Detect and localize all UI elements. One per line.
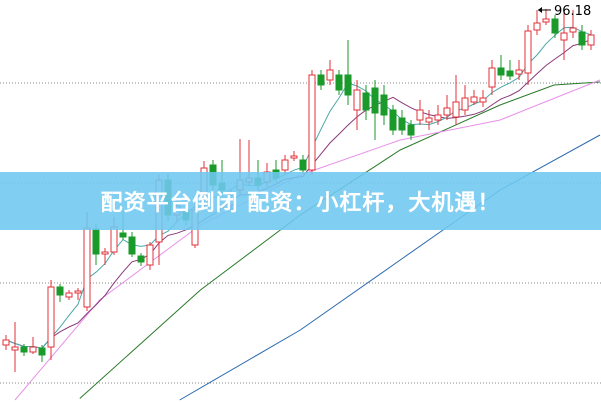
candle-down [317, 74, 325, 86]
max-price-label: 96.18 [554, 4, 591, 19]
candle-up [542, 18, 550, 23]
candle-down [362, 92, 370, 111]
candle-up [416, 109, 424, 121]
candle-down [38, 347, 46, 356]
candle-up [65, 292, 73, 298]
ma-green-line [79, 81, 601, 399]
candle-up [533, 22, 541, 31]
arrow-left-icon [538, 7, 542, 13]
ma-blue-line [179, 134, 601, 401]
candle-up [434, 114, 442, 121]
candle-up [569, 27, 577, 33]
candle-up [443, 107, 451, 116]
candle-up [101, 251, 109, 255]
candle-up [560, 32, 568, 41]
candle-up [470, 96, 478, 103]
candle-down [335, 74, 343, 91]
candle-down [137, 255, 145, 263]
candle-up [281, 159, 289, 171]
banner-text: 配资平台倒闭 配资：小杠杆，大机遇！ [100, 191, 501, 216]
candle-down [20, 346, 28, 353]
candle-up [308, 74, 316, 171]
candle-down [344, 74, 352, 96]
ma-pink-line [14, 79, 601, 401]
candle-up [290, 155, 298, 159]
candle-up [47, 286, 55, 348]
title-banner: 配资平台倒闭 配资：小杠杆，大机遇！ [0, 172, 601, 230]
candle-down [380, 94, 388, 116]
candle-down [578, 31, 586, 46]
candle-down [398, 117, 406, 131]
candle-up [488, 67, 496, 88]
candle-up [587, 34, 595, 46]
candle-up [452, 101, 460, 118]
candle-down [119, 232, 127, 238]
candle-up [353, 89, 361, 111]
candle-up [11, 346, 19, 351]
ma5-line [5, 26, 592, 349]
candle-up [29, 346, 37, 353]
candle-up [515, 69, 523, 75]
candle-up [461, 97, 469, 111]
candle-down [371, 87, 379, 114]
candle-down [92, 228, 100, 255]
candle-down [389, 109, 397, 131]
candle-down [506, 70, 514, 77]
candle-up [74, 290, 82, 294]
candle-up [146, 244, 154, 266]
candle-up [110, 226, 118, 253]
candle-down [551, 18, 559, 34]
candle-up [524, 30, 532, 74]
candle-down [407, 124, 415, 136]
candle-up [425, 117, 433, 123]
candle-down [128, 236, 136, 255]
candle-up [326, 69, 334, 81]
candle-up [479, 97, 487, 103]
candle-down [497, 67, 505, 76]
candle-up [2, 339, 10, 346]
candle-down [299, 159, 307, 171]
candle-up [83, 227, 91, 308]
candle-down [56, 286, 64, 296]
